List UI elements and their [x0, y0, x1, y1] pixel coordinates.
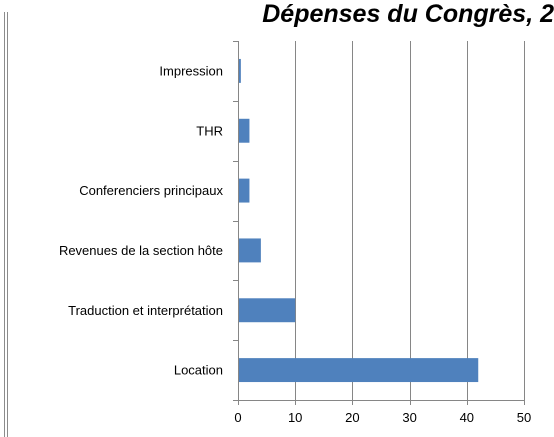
chart-title: Dépenses du Congrès, 2 — [262, 0, 554, 28]
axes — [233, 41, 525, 405]
x-tick-label-0: 0 — [234, 410, 241, 425]
category-label-2: Traduction et interprétation — [68, 303, 223, 318]
labels: Location Traduction et interprétation Reve… — [59, 63, 531, 425]
bar-6 — [238, 58, 241, 83]
x-tick-label-40: 40 — [460, 410, 474, 425]
x-tick-label-10: 10 — [288, 410, 302, 425]
x-tick-label-50: 50 — [517, 410, 531, 425]
x-tick-label-20: 20 — [345, 410, 359, 425]
category-label-6: Impression — [159, 63, 223, 78]
bars — [238, 58, 479, 383]
x-tick-label-30: 30 — [402, 410, 416, 425]
gridlines — [295, 41, 525, 400]
bar-5 — [238, 118, 250, 143]
bar-3 — [238, 238, 261, 263]
category-label-3: Revenues de la section hôte — [59, 243, 223, 258]
bar-4 — [238, 178, 250, 203]
category-label-4: Conferenciers principaux — [79, 183, 223, 198]
category-label-1: Location — [174, 363, 223, 378]
category-label-5: THR — [196, 123, 223, 138]
bar-2 — [238, 298, 296, 323]
bar-1 — [238, 358, 479, 383]
